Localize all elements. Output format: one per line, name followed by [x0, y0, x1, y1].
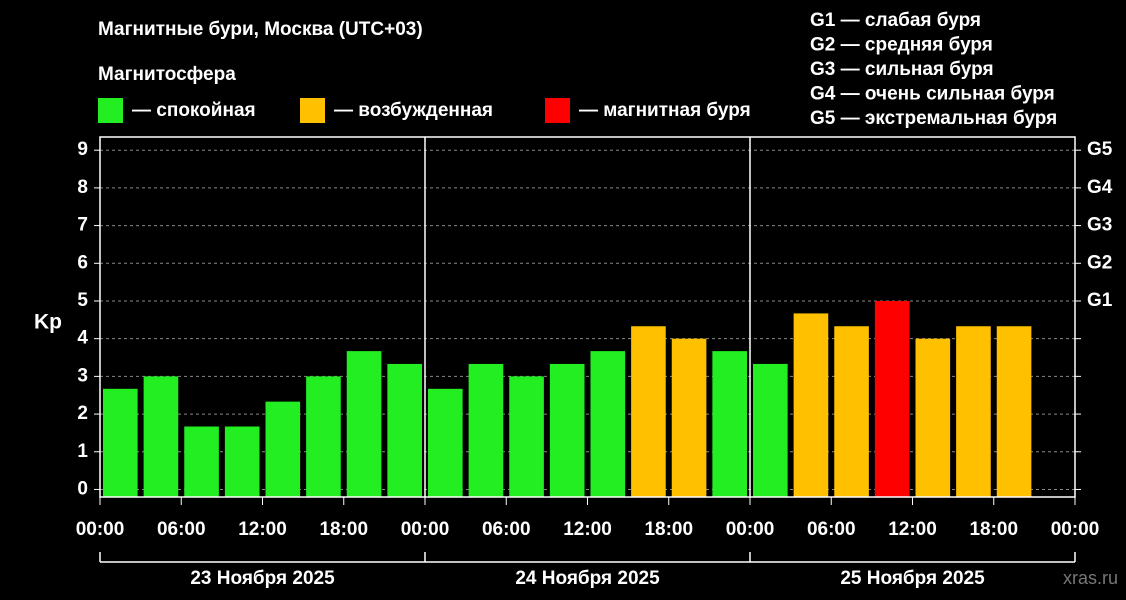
watermark: xras.ru: [1063, 568, 1118, 588]
y-tick-label: 3: [77, 365, 88, 386]
y-tick-label: 2: [77, 403, 88, 424]
bar: [346, 351, 382, 497]
y-tick-label: 7: [77, 215, 88, 236]
legend-label: — магнитная буря: [579, 100, 751, 121]
x-tick-label: 18:00: [319, 519, 368, 540]
legend-swatch: [300, 98, 325, 123]
x-tick-label: 00:00: [76, 519, 125, 540]
x-tick-label: 12:00: [888, 519, 937, 540]
bar: [265, 401, 301, 497]
y-tick-label: 5: [77, 290, 88, 311]
y-tick-label: 1: [77, 441, 88, 462]
bar: [834, 326, 869, 497]
legend-label: — спокойная: [132, 100, 256, 121]
x-tick-label: 06:00: [157, 519, 206, 540]
day-label: 23 Ноября 2025: [190, 568, 335, 589]
day-label: 25 Ноября 2025: [840, 568, 985, 589]
bar: [428, 388, 463, 497]
storm-level: G5 — экстремальная буря: [810, 108, 1057, 129]
bar: [712, 351, 747, 497]
bar: [549, 363, 585, 497]
x-tick-label: 00:00: [1051, 519, 1100, 540]
storm-level: G1 — слабая буря: [810, 10, 981, 31]
bar: [753, 363, 788, 497]
y-tick-label: 9: [77, 139, 88, 160]
y-tick-label: 0: [77, 478, 88, 499]
storm-level: G2 — средняя буря: [810, 35, 993, 56]
x-tick-label: 12:00: [563, 519, 612, 540]
bar: [509, 376, 544, 497]
x-tick-label: 18:00: [969, 519, 1018, 540]
legend-title: Магнитосфера: [98, 64, 236, 85]
y-axis-label: Kp: [34, 311, 62, 334]
bar: [103, 388, 138, 497]
bar: [224, 426, 260, 497]
bar: [874, 300, 910, 497]
day-label: 24 Ноября 2025: [515, 568, 660, 589]
x-tick-label: 12:00: [238, 519, 287, 540]
legend-swatch: [545, 98, 570, 123]
y2-tick-label: G4: [1087, 177, 1113, 198]
bar: [590, 351, 626, 497]
y2-tick-label: G1: [1087, 290, 1113, 311]
bar: [184, 426, 219, 497]
y-tick-label: 4: [77, 328, 88, 349]
bar: [956, 326, 991, 497]
y2-tick-label: G5: [1087, 139, 1113, 160]
y-tick-label: 8: [77, 177, 88, 198]
y2-tick-label: G3: [1087, 215, 1112, 236]
storm-level: G3 — сильная буря: [810, 59, 994, 80]
storm-level: G4 — очень сильная буря: [810, 84, 1055, 105]
bar: [671, 338, 707, 497]
bar: [793, 313, 829, 497]
bar: [306, 376, 341, 497]
x-tick-label: 06:00: [807, 519, 856, 540]
bar: [143, 376, 179, 497]
bar: [631, 326, 666, 497]
y2-tick-label: G2: [1087, 252, 1112, 273]
bar: [915, 338, 951, 497]
chart-title: Магнитные бури, Москва (UTC+03): [98, 19, 423, 40]
x-tick-label: 00:00: [401, 519, 450, 540]
x-tick-label: 00:00: [726, 519, 775, 540]
y-tick-label: 6: [77, 252, 88, 273]
legend-label: — возбужденная: [334, 100, 493, 121]
x-tick-label: 18:00: [644, 519, 693, 540]
legend-swatch: [98, 98, 123, 123]
bar: [468, 363, 504, 497]
bar: [996, 326, 1032, 497]
bar: [387, 363, 422, 497]
x-tick-label: 06:00: [482, 519, 531, 540]
